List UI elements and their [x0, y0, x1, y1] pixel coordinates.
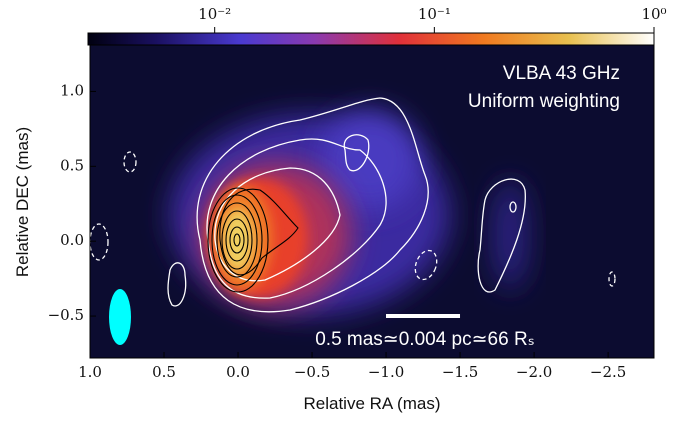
colorbar-tick-label: 10⁻¹ [418, 5, 451, 23]
x-tick-label: −1.5 [442, 363, 478, 381]
x-tick-label: 1.0 [78, 363, 102, 381]
x-tick-label: 0.5 [152, 363, 176, 381]
annotation: VLBA 43 GHz [503, 63, 620, 84]
x-tick-label: −0.5 [294, 363, 330, 381]
annotation: Uniform weighting [468, 91, 620, 112]
x-tick-label: −2.0 [516, 363, 552, 381]
scale-bar-label: 0.5 mas≃0.004 pc≃66 Rₛ [315, 329, 535, 350]
x-axis-label: Relative RA (mas) [304, 394, 441, 413]
y-tick-label: 0.0 [60, 231, 84, 249]
colorbar [87, 32, 655, 46]
y-axis-label: Relative DEC (mas) [13, 127, 32, 277]
image [90, 45, 654, 358]
beam [109, 289, 131, 345]
plot-frame [89, 44, 655, 359]
y-tick-label: 1.0 [60, 81, 84, 99]
y-tick-label: 0.5 [60, 156, 84, 174]
x-tick-label: 0.0 [226, 363, 250, 381]
colorbar-tick-label: 10⁻² [198, 5, 231, 23]
x-tick-label: −1.0 [368, 363, 404, 381]
colorbar-tick-label: 10⁰ [641, 5, 666, 23]
y-tick-label: −0.5 [48, 306, 84, 324]
x-tick-label: −2.5 [590, 363, 626, 381]
